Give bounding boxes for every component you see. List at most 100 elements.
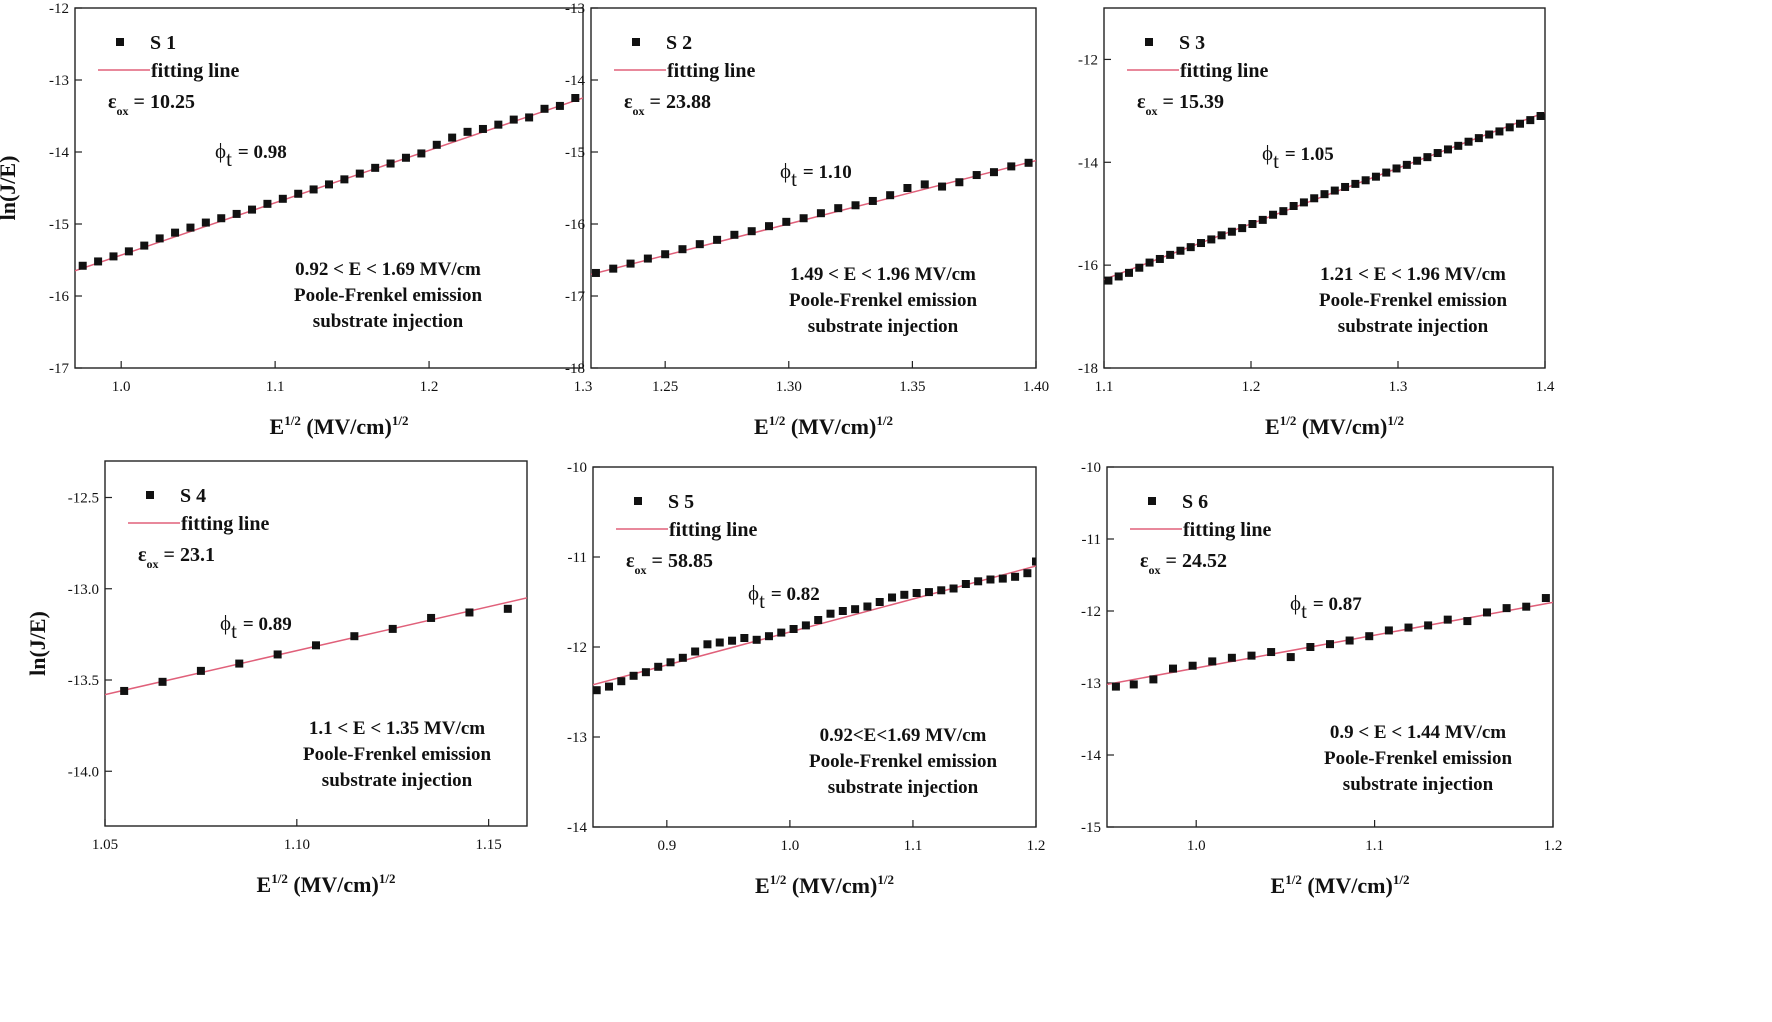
- x-axis-base: E: [257, 872, 272, 897]
- plot-area: [1104, 111, 1545, 285]
- x-tick-label: 1.2: [1544, 838, 1563, 854]
- data-point: [94, 257, 103, 266]
- data-point: [989, 168, 998, 177]
- data-point: [834, 204, 843, 213]
- data-point: [1351, 179, 1360, 188]
- y-tick-label: -12: [49, 1, 69, 17]
- data-point: [1345, 636, 1354, 645]
- data-point: [591, 268, 600, 277]
- data-point: [1424, 621, 1433, 630]
- data-point: [232, 209, 241, 218]
- data-point: [1463, 617, 1472, 626]
- x-tick-label: 1.2: [1242, 379, 1261, 395]
- data-point: [1536, 112, 1545, 120]
- phi-value: = 1.05: [1285, 144, 1334, 165]
- annotation-line: substrate injection: [322, 770, 473, 791]
- epsilon-symbol: ε: [626, 550, 635, 572]
- data-point: [140, 241, 149, 250]
- x-axis-sup2: 1/2: [876, 413, 893, 428]
- data-point: [654, 662, 663, 671]
- data-point: [1326, 640, 1334, 649]
- data-point: [1443, 615, 1452, 624]
- epsilon-value: = 15.39: [1163, 91, 1224, 113]
- data-point: [355, 169, 364, 178]
- panel-1: -17 -16 -15 -14 -13 -12 1.0 1.1 1.2 1.3 S 1 fitting…: [0, 1, 592, 439]
- data-point: [1413, 156, 1422, 165]
- epsilon-label: εox = 23.1: [138, 544, 215, 571]
- data-point: [863, 602, 872, 611]
- data-point: [186, 223, 195, 232]
- annotation-line: Poole-Frenkel emission: [1324, 748, 1512, 769]
- y-tick-label: -12: [567, 640, 587, 656]
- annotation-line: Poole-Frenkel emission: [303, 744, 491, 765]
- legend-marker-label: S 2: [666, 32, 692, 54]
- x-tick-label: 1.3: [574, 379, 593, 395]
- data-point: [1227, 227, 1236, 236]
- annotation-line: Poole-Frenkel emission: [1319, 290, 1507, 311]
- plot-frame: [1103, 7, 1546, 369]
- epsilon-value: = 23.1: [164, 544, 215, 566]
- data-point: [1433, 149, 1442, 158]
- data-point: [641, 668, 650, 677]
- phi-label: ϕt = 0.98: [215, 139, 287, 171]
- phi-symbol: ϕ: [1290, 591, 1301, 615]
- data-point: [1011, 572, 1020, 581]
- x-axis-mid: (MV/cm): [1296, 414, 1387, 439]
- data-point: [920, 180, 929, 189]
- phi-subscript: t: [791, 167, 797, 191]
- data-point: [1111, 682, 1120, 691]
- data-point: [155, 234, 164, 243]
- x-tick-label: 1.1: [1095, 379, 1114, 395]
- data-point: [273, 650, 282, 659]
- epsilon-value: = 58.85: [652, 550, 713, 572]
- legend-marker: [1148, 497, 1156, 505]
- legend-marker-label: S 3: [1179, 32, 1205, 54]
- data-point: [1023, 569, 1032, 578]
- y-tick-label: -13: [565, 1, 585, 17]
- x-tick-label: 1.2: [420, 379, 439, 395]
- panel-6: -15 -14 -13 -12 -11 -10 1.0 1.1 1.2 S 6 fitting li…: [1081, 460, 1562, 898]
- data-point: [764, 632, 773, 641]
- y-tick-label: -12: [1078, 52, 1098, 68]
- data-point: [747, 227, 756, 236]
- x-axis-title: E1/2 (MV/cm)1/2: [270, 413, 409, 439]
- plot-area: [1107, 594, 1553, 691]
- data-point: [1169, 664, 1178, 673]
- x-tick-label: 1.1: [266, 379, 285, 395]
- plot-frame: [74, 7, 584, 369]
- y-tick-label: -11: [1082, 532, 1101, 548]
- data-point: [263, 199, 272, 208]
- phi-subscript: t: [759, 589, 765, 613]
- x-axis-base: E: [1271, 873, 1286, 898]
- data-point: [417, 149, 426, 158]
- data-point: [938, 182, 947, 191]
- x-axis-sup: 1/2: [770, 872, 787, 887]
- data-point: [678, 245, 687, 254]
- x-axis-sup: 1/2: [1285, 872, 1302, 887]
- data-point: [765, 222, 773, 231]
- annotation-line: substrate injection: [828, 777, 979, 798]
- data-point: [124, 247, 133, 256]
- legend-marker-label: S 5: [668, 491, 694, 513]
- data-point: [1267, 648, 1276, 657]
- y-axis-title: ln(J/E): [0, 156, 20, 221]
- y-tick-label: -14: [49, 145, 69, 161]
- x-tick-label: 1.30: [776, 379, 802, 395]
- data-point: [432, 140, 441, 149]
- data-point: [235, 659, 244, 668]
- x-tick-label: 1.2: [1027, 838, 1046, 854]
- data-point: [201, 218, 210, 227]
- data-point: [1341, 182, 1350, 191]
- data-point: [1502, 604, 1511, 613]
- x-tick-label: 1.05: [92, 837, 118, 853]
- y-tick-label: -14: [1081, 748, 1101, 764]
- y-tick-label: -16: [565, 217, 585, 233]
- annotation-line: substrate injection: [313, 311, 464, 332]
- phi-symbol: ϕ: [780, 159, 791, 183]
- phi-value: = 0.98: [238, 142, 287, 163]
- data-point: [799, 214, 808, 223]
- legend-marker: [632, 38, 640, 46]
- phi-subscript: t: [231, 619, 237, 643]
- plot-frame: [104, 460, 528, 827]
- data-point: [1365, 632, 1374, 641]
